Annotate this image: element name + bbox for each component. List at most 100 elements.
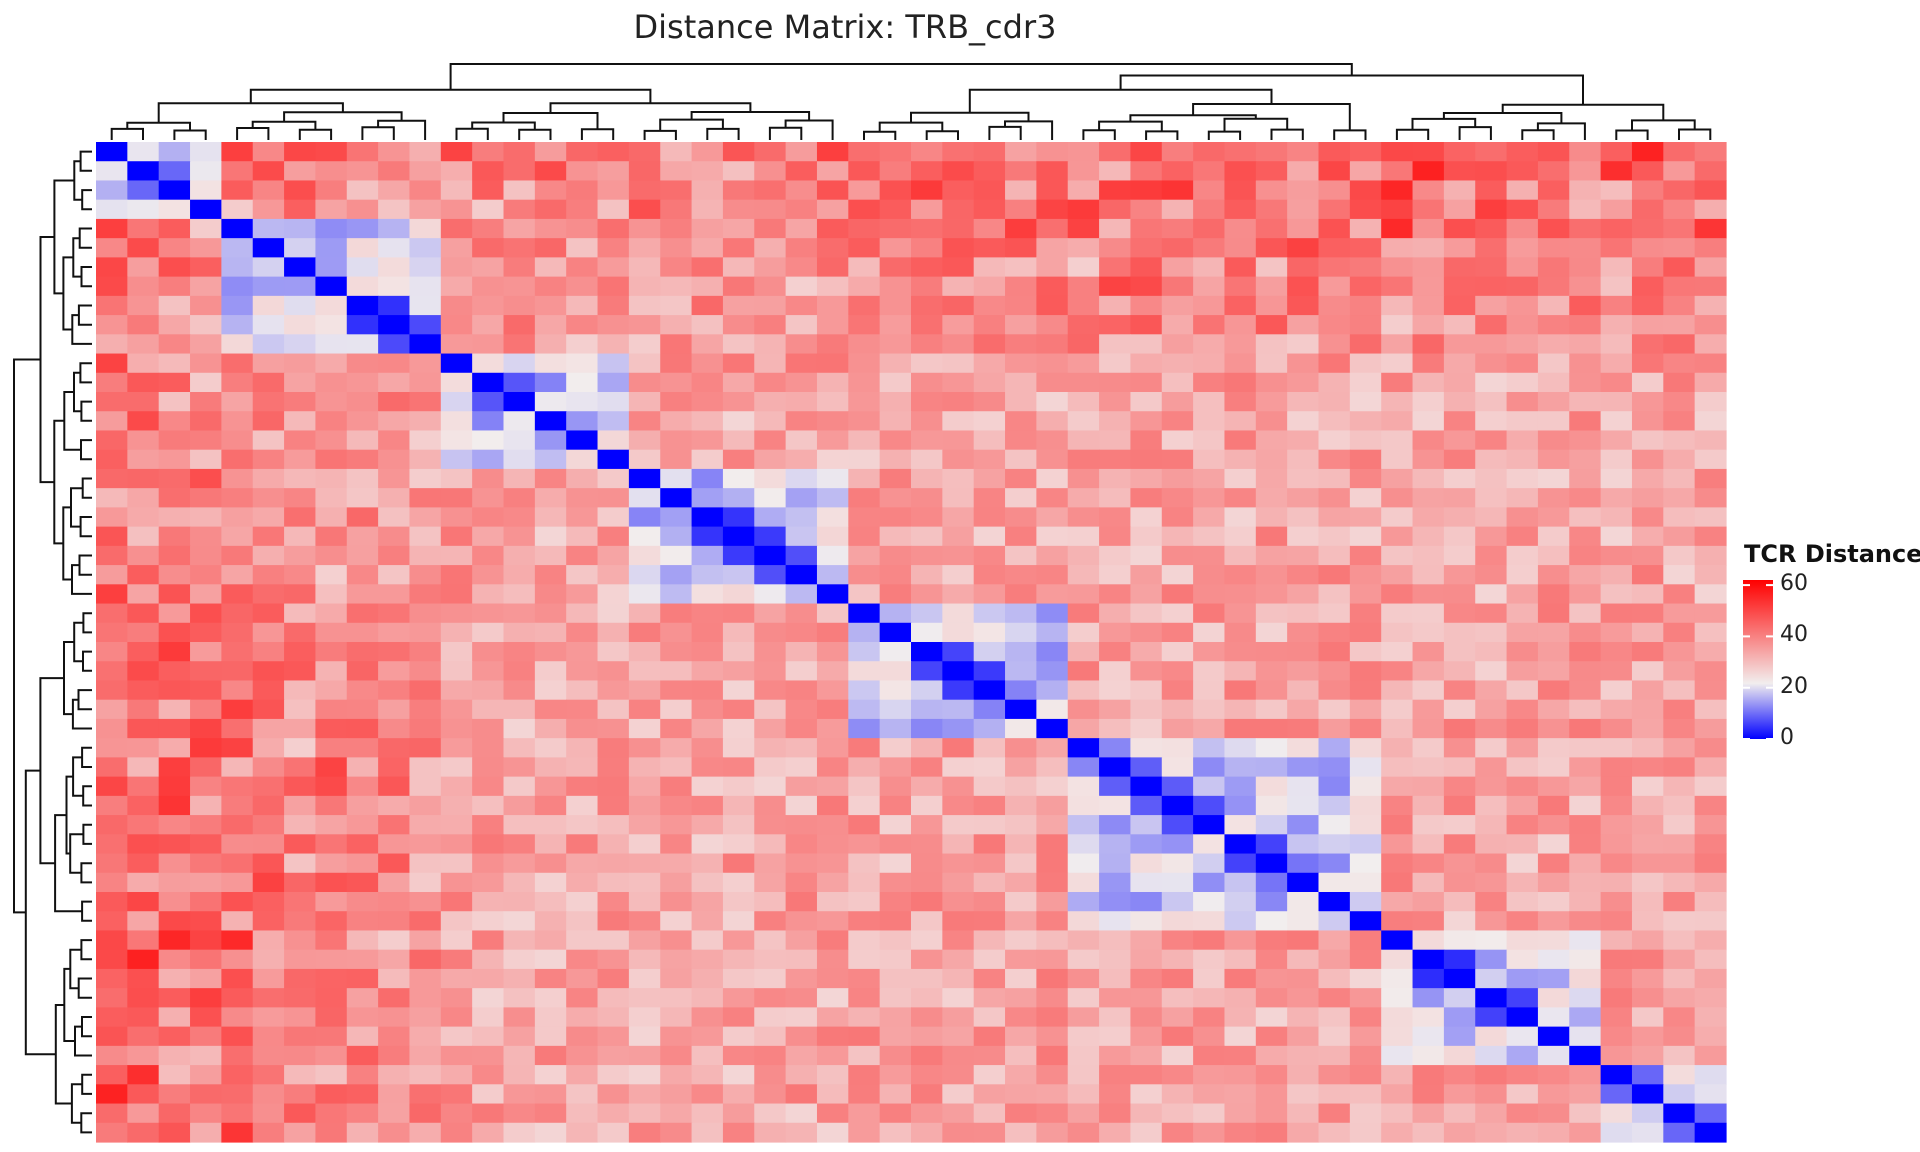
heatmap-cell xyxy=(503,603,536,624)
heatmap-cell xyxy=(346,199,379,220)
heatmap-cell xyxy=(660,199,693,220)
heatmap-cell xyxy=(1412,507,1445,528)
heatmap-cell xyxy=(190,238,222,258)
heatmap-cell xyxy=(1005,661,1037,682)
heatmap-cell xyxy=(1694,565,1727,585)
heatmap-cell xyxy=(440,718,473,739)
heatmap-cell xyxy=(1130,1026,1163,1047)
heatmap-cell xyxy=(848,661,881,682)
heatmap-cell xyxy=(190,892,222,912)
dendrogram-branch xyxy=(62,506,72,581)
heatmap-cell xyxy=(911,892,943,912)
heatmap-cell xyxy=(409,930,442,951)
heatmap-cell xyxy=(1036,911,1069,932)
dendrogram-branch xyxy=(53,179,75,295)
heatmap-cell xyxy=(1537,257,1570,278)
heatmap-cell xyxy=(472,661,505,682)
heatmap-cell xyxy=(660,1122,693,1143)
heatmap-cell xyxy=(127,834,160,855)
heatmap-cell xyxy=(1694,584,1727,605)
heatmap-cell xyxy=(942,295,975,316)
heatmap-cell xyxy=(1475,238,1508,258)
heatmap-cell xyxy=(315,238,348,258)
heatmap-cell xyxy=(190,968,222,989)
heatmap-cell xyxy=(848,718,881,739)
heatmap-cell xyxy=(409,1065,442,1085)
heatmap-cell xyxy=(190,276,222,297)
heatmap-cell xyxy=(597,661,630,682)
heatmap-cell xyxy=(660,1103,693,1124)
heatmap-cell xyxy=(1663,1122,1696,1143)
heatmap-cell xyxy=(1694,507,1727,528)
heatmap-cell xyxy=(284,392,317,412)
heatmap-cell xyxy=(534,642,567,662)
heatmap-cell xyxy=(378,276,411,297)
dendrogram-branch xyxy=(1207,130,1242,140)
heatmap-cell xyxy=(1506,1026,1539,1047)
heatmap-cell xyxy=(378,968,411,989)
heatmap-cell xyxy=(1475,315,1508,335)
heatmap-cell xyxy=(973,334,1006,355)
heatmap-cell xyxy=(1443,853,1476,874)
heatmap-cell xyxy=(440,295,473,316)
heatmap-cell xyxy=(1193,411,1226,432)
heatmap-cell xyxy=(378,834,411,855)
dendrogram-branch xyxy=(1615,129,1649,140)
heatmap-cell xyxy=(472,815,505,835)
heatmap-cell xyxy=(472,411,505,432)
heatmap-cell xyxy=(1443,199,1476,220)
heatmap-cell xyxy=(284,353,317,374)
heatmap-cell xyxy=(1067,892,1100,912)
legend-tick-label: 40 xyxy=(1780,622,1808,648)
heatmap-cell xyxy=(1443,622,1476,643)
heatmap-cell xyxy=(1600,257,1633,278)
heatmap-cell xyxy=(597,1045,630,1066)
heatmap-cell xyxy=(754,661,787,682)
heatmap-cell xyxy=(911,718,943,739)
heatmap-cell xyxy=(96,353,128,374)
heatmap-cell xyxy=(346,334,379,355)
heatmap-cell xyxy=(1318,180,1351,201)
heatmap-cell xyxy=(879,295,912,316)
heatmap-cell xyxy=(1443,526,1476,547)
heatmap-cell xyxy=(1067,353,1100,374)
heatmap-cell xyxy=(566,892,599,912)
heatmap-cell xyxy=(1569,911,1602,932)
heatmap-cell xyxy=(346,315,379,335)
heatmap-cell xyxy=(1036,892,1069,912)
heatmap-cell xyxy=(848,872,881,893)
heatmap-cell xyxy=(1475,411,1508,432)
dendrogram-branch xyxy=(77,304,92,326)
heatmap-cell xyxy=(284,565,317,585)
heatmap-cell xyxy=(221,1084,254,1105)
heatmap-cell xyxy=(1443,1026,1476,1047)
heatmap-cell xyxy=(190,199,222,220)
heatmap-cell xyxy=(879,353,912,374)
heatmap-cell xyxy=(1663,334,1696,355)
heatmap-cell xyxy=(221,622,254,643)
heatmap-cell xyxy=(284,238,317,258)
heatmap-cell xyxy=(754,315,787,335)
heatmap-cell xyxy=(503,642,536,662)
heatmap-cell xyxy=(1005,892,1037,912)
heatmap-cell xyxy=(315,507,348,528)
heatmap-cell xyxy=(1663,680,1696,701)
heatmap-cell xyxy=(409,603,442,624)
heatmap-cell xyxy=(440,795,473,816)
heatmap-cell xyxy=(472,488,505,508)
heatmap-cell xyxy=(1287,892,1320,912)
heatmap-cell xyxy=(1099,411,1132,432)
heatmap-cell xyxy=(1224,526,1257,547)
heatmap-cell xyxy=(660,699,693,720)
heatmap-cell xyxy=(1287,372,1320,393)
heatmap-cell xyxy=(1506,911,1539,932)
heatmap-cell xyxy=(1475,545,1508,566)
heatmap-cell xyxy=(534,853,567,874)
heatmap-cell xyxy=(378,1084,411,1105)
heatmap-cell xyxy=(1036,1103,1069,1124)
heatmap-cell xyxy=(1537,872,1570,893)
heatmap-cell xyxy=(1694,199,1727,220)
heatmap-cell xyxy=(221,815,254,835)
heatmap-cell xyxy=(1663,218,1696,239)
heatmap-cell xyxy=(284,968,317,989)
